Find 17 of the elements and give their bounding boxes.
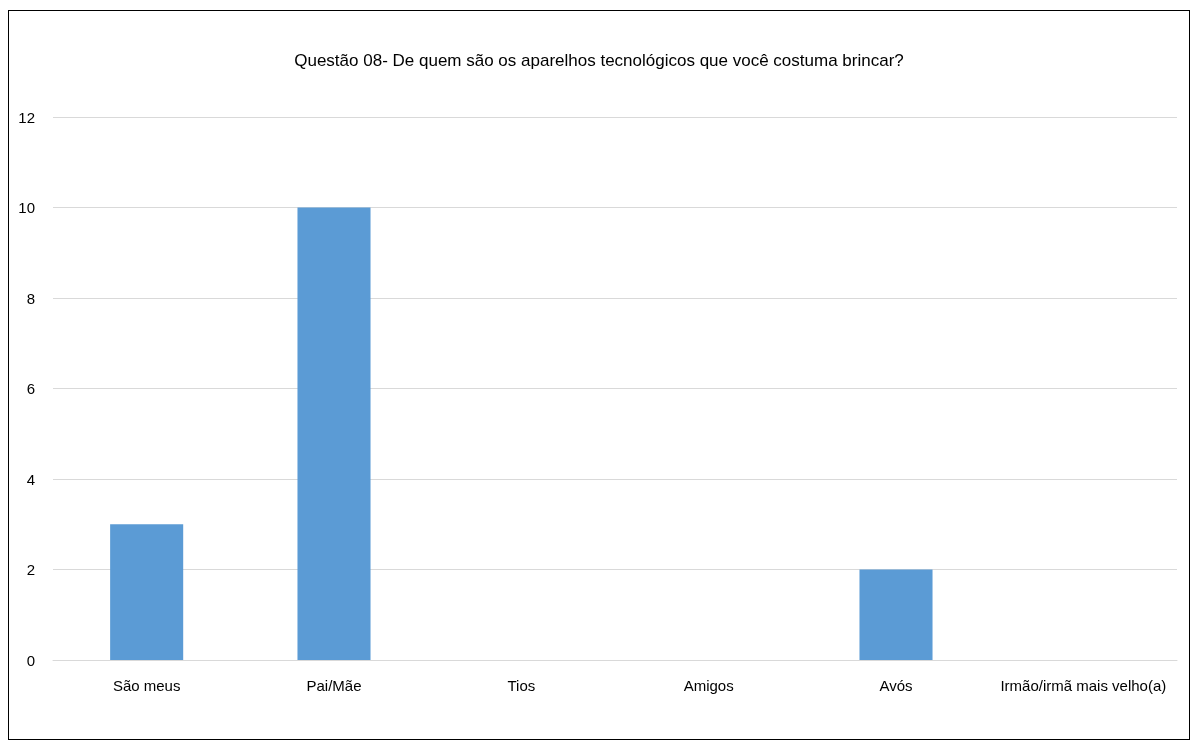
y-tick-label: 10 (18, 199, 35, 216)
y-tick-label: 6 (26, 380, 35, 397)
bar (859, 569, 933, 660)
chart-title: Questão 08- De quem são os aparelhos tecnológicos que você costuma brincar? (294, 51, 904, 70)
x-tick-label: Amigos (683, 677, 734, 694)
bar (297, 207, 371, 660)
y-tick-label: 0 (26, 651, 35, 669)
y-tick-label: 8 (26, 289, 35, 307)
y-tick-label: 2 (26, 561, 35, 578)
x-tick-label: São meus (112, 677, 181, 694)
x-tick-label: Pai/Mãe (306, 677, 362, 694)
y-tick-label: 12 (18, 108, 35, 126)
y-tick-label: 4 (26, 470, 35, 488)
x-tick-label: Irmão/irmã mais velho(a) (1000, 677, 1167, 694)
x-tick-label: Tios (507, 677, 536, 694)
bar (110, 524, 184, 660)
x-tick-label: Avós (879, 677, 913, 694)
